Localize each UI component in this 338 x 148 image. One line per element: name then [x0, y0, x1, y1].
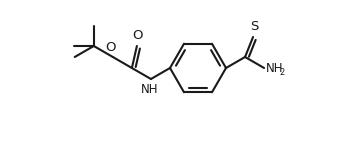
Text: NH: NH	[266, 62, 284, 74]
Text: NH: NH	[141, 83, 159, 96]
Text: O: O	[105, 41, 116, 54]
Text: S: S	[250, 20, 258, 33]
Text: 2: 2	[279, 67, 284, 77]
Text: O: O	[132, 29, 143, 42]
